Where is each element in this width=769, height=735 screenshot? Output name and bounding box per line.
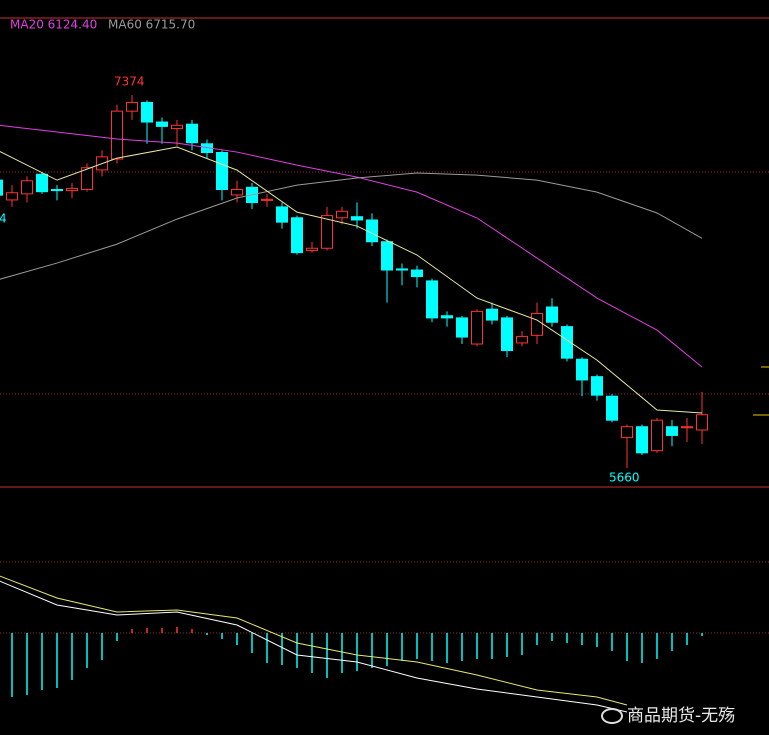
candle-body <box>366 219 378 243</box>
candle-body <box>231 188 243 196</box>
candle-body <box>126 101 138 112</box>
candle-body <box>216 151 228 190</box>
candle-body <box>531 313 543 336</box>
candle-body <box>576 358 588 381</box>
candle-body <box>501 317 513 352</box>
candle-body <box>396 268 408 271</box>
candle-body <box>441 315 453 319</box>
candle-body <box>321 215 333 249</box>
candle-body <box>486 308 498 321</box>
candle-body <box>141 101 153 123</box>
watermark-text: 商品期货-无殇 <box>627 706 735 726</box>
candle-body <box>81 167 93 190</box>
candle-body <box>546 306 558 323</box>
high-label: 7374 <box>114 75 145 89</box>
legend-entry: MA20 6124.40 <box>10 18 97 32</box>
candle-body <box>591 376 603 396</box>
candle-body <box>606 395 618 421</box>
candle-body <box>561 326 573 359</box>
candle-body <box>111 110 123 160</box>
ma-line <box>0 146 703 414</box>
candle-body <box>456 317 468 338</box>
legend-entry: MA60 6715.70 <box>108 18 195 32</box>
candle-body <box>696 414 708 431</box>
candle-body <box>6 192 18 201</box>
candle-body <box>681 426 693 429</box>
low-label: 5660 <box>609 471 640 485</box>
candle-body <box>21 180 33 195</box>
ma-line <box>0 575 628 706</box>
ma-line <box>0 124 703 368</box>
candle-body <box>381 241 393 271</box>
candle-body <box>351 216 363 221</box>
candle-body <box>666 426 678 436</box>
candle-body <box>411 269 423 278</box>
candle-body <box>186 123 198 144</box>
candle-body <box>36 173 48 193</box>
watermark: 商品期货-无殇 <box>601 706 735 726</box>
candle-body <box>51 188 63 192</box>
candle-body <box>0 179 3 196</box>
candle-body <box>426 280 438 319</box>
candle-body <box>651 419 663 452</box>
ma-line <box>0 172 703 280</box>
candle-body <box>156 121 168 127</box>
candle-body <box>621 426 633 439</box>
candle-body <box>471 310 483 345</box>
candle-body <box>306 247 318 251</box>
plot <box>0 95 708 713</box>
price-label: 4 <box>0 212 7 226</box>
candle-body <box>171 124 183 130</box>
candle-body <box>261 198 273 201</box>
ma-line <box>0 580 628 713</box>
candle-body <box>516 335 528 344</box>
candle-body <box>336 210 348 219</box>
candle-body <box>276 206 288 223</box>
candle-body <box>636 426 648 454</box>
watermark-icon <box>601 708 623 724</box>
candle-body <box>66 187 78 192</box>
candle-body <box>291 217 303 254</box>
